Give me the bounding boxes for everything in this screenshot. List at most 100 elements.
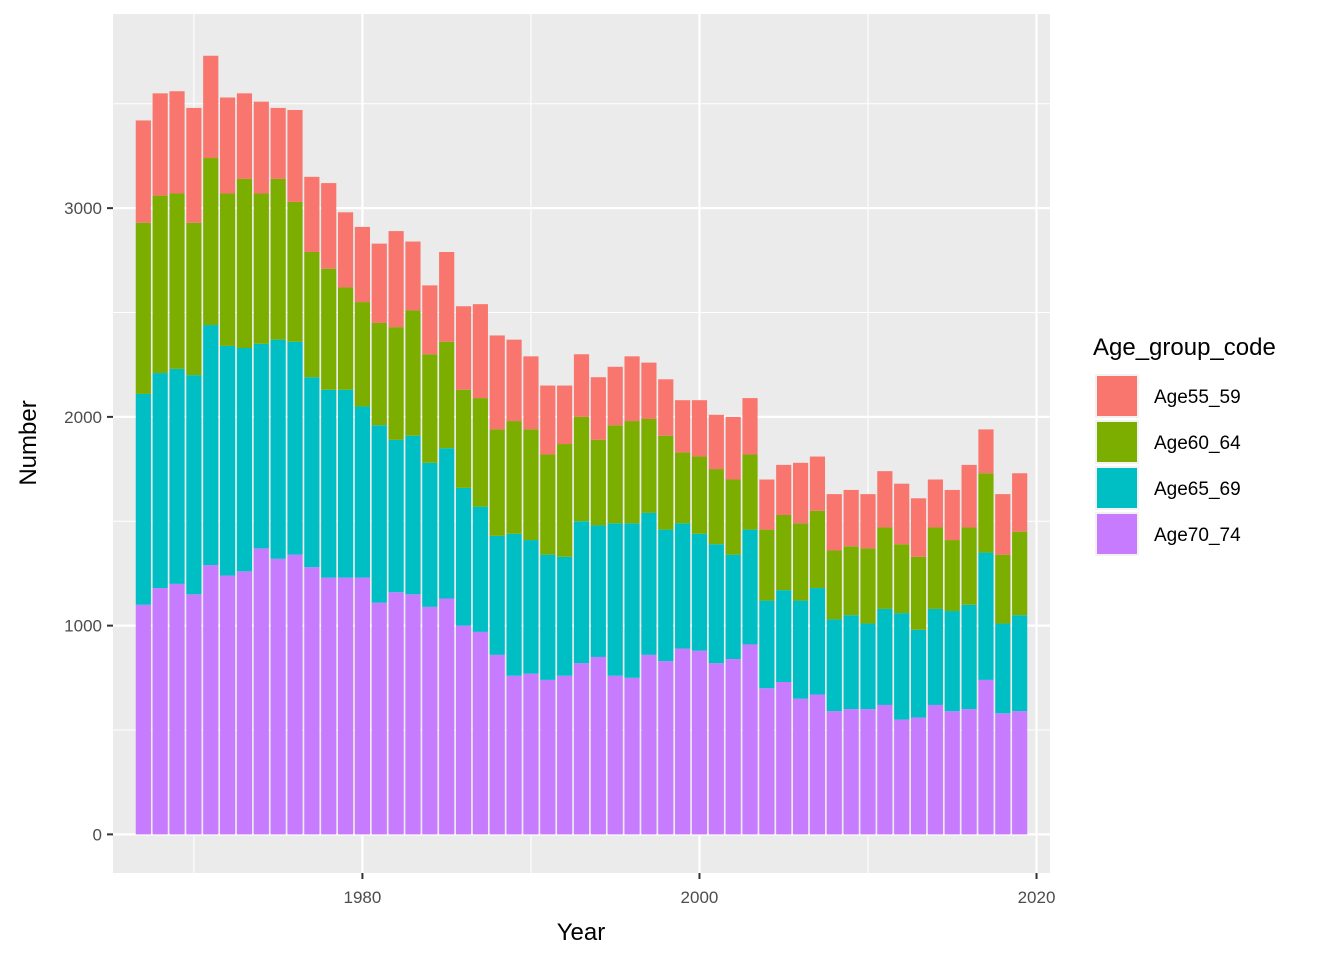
bar-segment xyxy=(894,719,910,835)
bar-segment xyxy=(169,91,185,194)
bar-segment xyxy=(287,110,303,202)
bar-segment xyxy=(422,354,438,463)
bar-segment xyxy=(472,506,488,632)
bar-segment xyxy=(253,193,269,344)
bar-segment xyxy=(135,393,151,605)
bar-segment xyxy=(557,556,573,676)
bar-segment xyxy=(540,679,556,835)
bar-segment xyxy=(135,120,151,223)
bar-segment xyxy=(641,654,657,835)
bar-segment xyxy=(489,335,505,430)
bar-segment xyxy=(354,577,371,835)
bar-segment xyxy=(927,479,943,528)
bar-segment xyxy=(877,608,893,705)
bar-segment xyxy=(792,698,809,835)
y-tick-label: 1000 xyxy=(64,617,102,636)
bar-segment xyxy=(792,462,809,524)
bar-segment xyxy=(877,471,893,528)
bar-segment xyxy=(455,389,472,488)
bar-segment xyxy=(506,675,522,835)
bar-segment xyxy=(843,489,859,547)
legend-title: Age_group_code xyxy=(1093,334,1276,361)
bar-segment xyxy=(573,354,590,417)
bar-segment xyxy=(152,93,168,196)
bar-segment xyxy=(944,611,960,712)
bar-segment xyxy=(152,195,168,374)
bar-segment xyxy=(658,661,674,835)
bar-segment xyxy=(236,347,253,572)
bar-segment xyxy=(186,375,202,595)
bar-segment xyxy=(270,339,286,559)
bar-segment xyxy=(860,494,876,549)
bar-segment xyxy=(439,341,455,449)
bar-segment xyxy=(1012,473,1028,532)
bar-segment xyxy=(203,55,219,159)
bar-segment xyxy=(641,512,657,655)
bar-segment xyxy=(944,489,960,541)
bar-segment xyxy=(540,454,556,555)
bar-segment xyxy=(321,577,337,835)
bar-segment xyxy=(354,226,371,303)
bar-segment xyxy=(675,400,691,453)
bar-segment xyxy=(220,97,236,194)
bar-segment xyxy=(152,373,168,589)
bar-segment xyxy=(304,176,320,252)
bar-segment xyxy=(405,310,421,436)
bar-segment xyxy=(557,675,573,835)
bar-segment xyxy=(523,540,539,674)
bar-segment xyxy=(489,429,505,536)
bar-segment xyxy=(169,193,185,369)
bar-segment xyxy=(590,377,606,440)
bar-segment xyxy=(439,251,455,342)
bar-segment xyxy=(843,546,859,616)
bar-segment xyxy=(573,416,590,522)
bar-segment xyxy=(270,558,286,835)
bar-segment xyxy=(236,93,253,179)
bar-segment xyxy=(186,107,202,223)
bar-segment xyxy=(759,529,775,601)
bar-segment xyxy=(506,421,522,534)
bar-segment xyxy=(607,425,623,524)
bar-segment xyxy=(624,523,640,678)
bar-segment xyxy=(203,158,219,326)
bar-segment xyxy=(927,527,943,609)
bar-segment xyxy=(388,439,404,593)
bar-segment xyxy=(624,421,640,524)
bar-segment xyxy=(843,615,859,710)
bar-segment xyxy=(675,452,691,524)
bar-segment xyxy=(506,339,522,422)
bar-segment xyxy=(455,306,472,390)
bar-segment xyxy=(742,644,758,835)
bar-segment xyxy=(961,527,977,605)
bar-segment xyxy=(405,594,421,835)
bar-segment xyxy=(388,231,404,328)
bar-segment xyxy=(759,600,775,689)
y-tick-label: 3000 xyxy=(64,199,102,218)
bar-segment xyxy=(877,527,893,609)
bar-segment xyxy=(590,525,606,657)
bar-segment xyxy=(472,304,488,399)
bar-segment xyxy=(304,251,320,378)
bar-segment xyxy=(691,456,708,534)
bar-segment xyxy=(540,554,556,680)
bar-segment xyxy=(641,418,657,513)
bar-segment xyxy=(337,577,354,835)
bar-segment xyxy=(792,523,809,601)
bar-segment xyxy=(135,222,151,394)
bar-segment xyxy=(287,201,303,342)
bar-segment xyxy=(506,533,522,676)
bar-segment xyxy=(809,510,826,589)
bar-segment xyxy=(371,243,387,323)
bar-segment xyxy=(894,613,910,720)
bar-segment xyxy=(287,554,303,835)
y-tick-label: 2000 xyxy=(64,408,102,427)
bar-segment xyxy=(354,302,371,407)
bar-segment xyxy=(658,529,674,662)
bar-segment xyxy=(388,327,404,440)
bar-segment xyxy=(371,425,387,603)
bar-segment xyxy=(169,368,185,584)
bar-segment xyxy=(337,287,354,390)
bar-segment xyxy=(253,548,269,835)
bar-segment xyxy=(523,429,539,541)
bar-segment xyxy=(472,398,488,507)
